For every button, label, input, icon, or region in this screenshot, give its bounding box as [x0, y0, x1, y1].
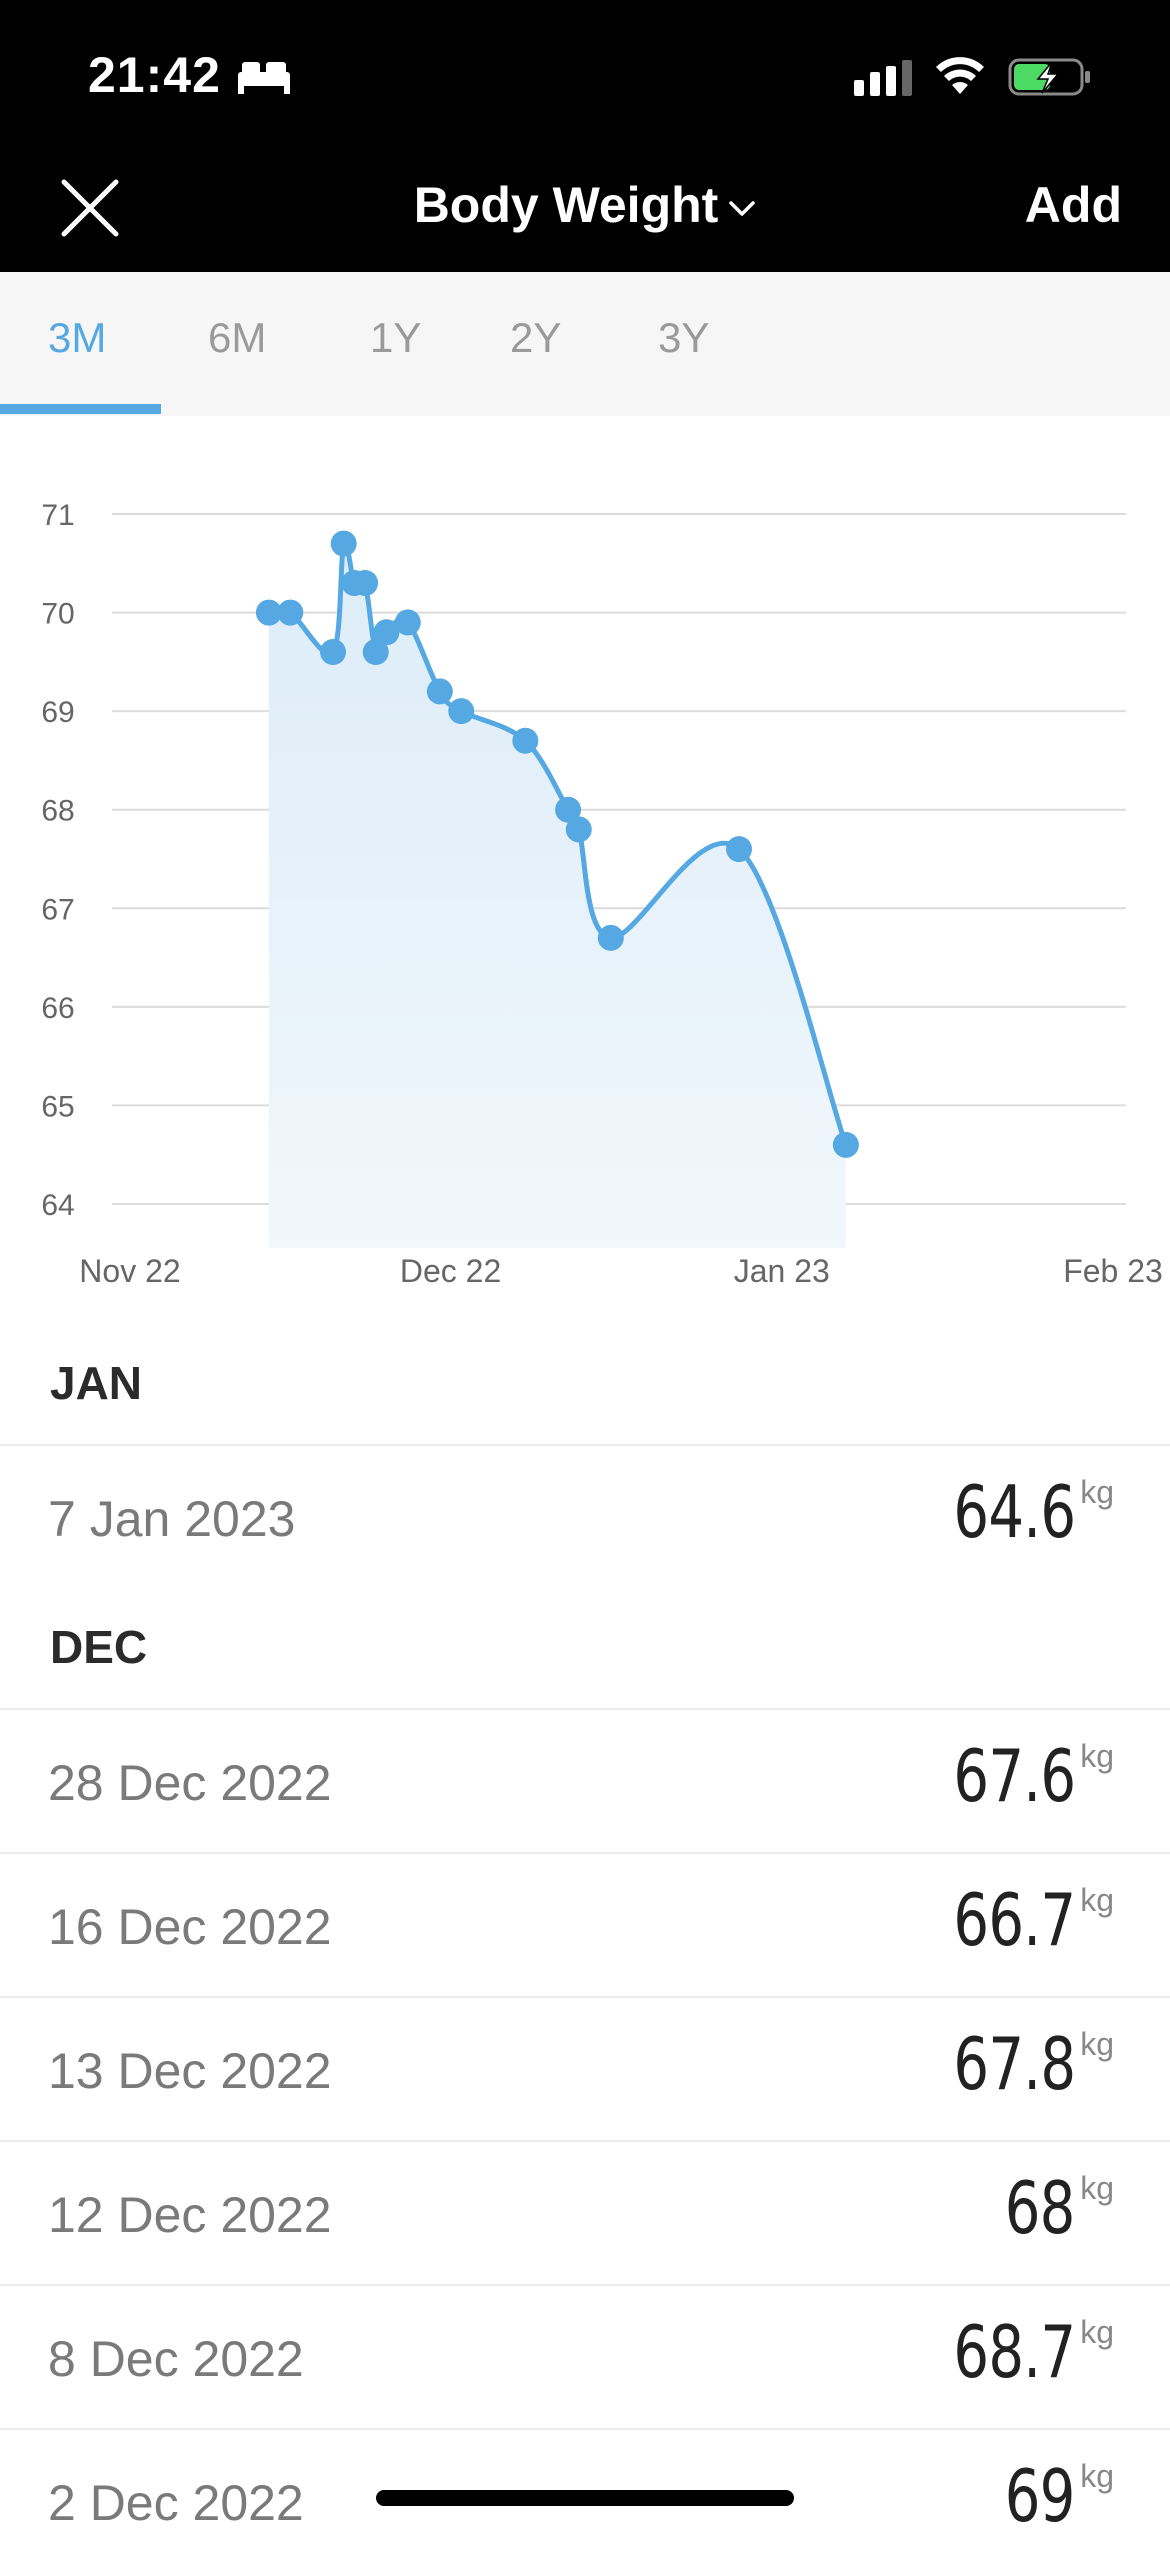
y-tick-label: 68 — [41, 795, 74, 828]
data-point[interactable] — [832, 1131, 859, 1158]
data-point[interactable] — [362, 639, 389, 665]
entry-date: 8 Dec 2022 — [48, 2331, 304, 2387]
active-tab-indicator — [0, 404, 161, 414]
list-item[interactable]: 7 Jan 2023 64.6 kg — [0, 1444, 1170, 1590]
entry-date: 13 Dec 2022 — [48, 2043, 332, 2099]
data-point[interactable] — [277, 599, 304, 626]
page-title: Body Weight — [413, 177, 719, 233]
close-icon[interactable] — [60, 178, 120, 238]
x-tick-label: Feb 23 — [1063, 1253, 1163, 1289]
entry-value: 66.7 — [953, 1878, 1076, 1962]
entry-unit: kg — [1080, 2314, 1114, 2350]
list-item[interactable]: 28 Dec 2022 67.6 kg — [0, 1708, 1170, 1854]
entry-value: 69 — [1005, 2454, 1076, 2538]
y-tick-label: 67 — [41, 893, 74, 926]
data-point[interactable] — [448, 698, 475, 725]
tab-3y[interactable]: 3Y — [658, 314, 710, 361]
entry-date: 7 Jan 2023 — [48, 1491, 296, 1547]
entry-unit: kg — [1080, 2170, 1114, 2206]
home-indicator — [376, 2490, 794, 2506]
entry-unit: kg — [1080, 2026, 1114, 2062]
entry-value: 67.8 — [953, 2022, 1076, 2106]
y-tick-label: 71 — [41, 499, 74, 532]
data-point[interactable] — [512, 727, 539, 754]
status-time: 21:42 — [88, 47, 221, 103]
tab-6m[interactable]: 6M — [208, 314, 267, 361]
month-header-dec: DEC — [50, 1621, 148, 1673]
y-tick-label: 69 — [41, 696, 74, 729]
wifi-icon — [936, 57, 984, 94]
battery-charging-icon — [1008, 58, 1090, 96]
entry-value: 64.6 — [953, 1470, 1076, 1554]
list-item[interactable]: 12 Dec 2022 68 kg — [0, 2140, 1170, 2286]
month-header-jan: JAN — [50, 1357, 143, 1409]
data-point[interactable] — [352, 570, 379, 596]
entry-date: 28 Dec 2022 — [48, 1755, 332, 1811]
chevron-down-icon — [729, 201, 756, 216]
y-tick-label: 64 — [41, 1189, 74, 1222]
tab-1y[interactable]: 1Y — [370, 314, 422, 361]
x-tick-label: Dec 22 — [400, 1253, 501, 1289]
list-item[interactable]: 16 Dec 2022 66.7 kg — [0, 1852, 1170, 1998]
entry-date: 2 Dec 2022 — [48, 2475, 304, 2531]
x-tick-label: Nov 22 — [79, 1253, 180, 1289]
entry-value: 67.6 — [953, 1734, 1076, 1818]
y-tick-label: 66 — [41, 992, 74, 1025]
tab-3m[interactable]: 3M — [48, 314, 107, 361]
list-item[interactable]: 13 Dec 2022 67.8 kg — [0, 1996, 1170, 2142]
entry-unit: kg — [1080, 1474, 1114, 1510]
data-point[interactable] — [255, 599, 282, 626]
data-point[interactable] — [426, 678, 453, 705]
entry-unit: kg — [1080, 1738, 1114, 1774]
entry-unit: kg — [1080, 2458, 1114, 2494]
entry-value: 68.7 — [953, 2310, 1076, 2394]
entry-date: 12 Dec 2022 — [48, 2187, 332, 2243]
list-item[interactable]: 2 Dec 2022 69 kg — [0, 2428, 1170, 2574]
list-item[interactable]: 8 Dec 2022 68.7 kg — [0, 2284, 1170, 2430]
entry-unit: kg — [1080, 1882, 1114, 1918]
data-point[interactable] — [330, 530, 357, 557]
data-point[interactable] — [597, 924, 624, 951]
x-tick-label: Jan 23 — [734, 1253, 830, 1289]
weight-chart: 64 65 66 67 68 69 70 71 Nov 22 Dec 22 Jan 23 Feb 2… — [41, 499, 1163, 1289]
data-point[interactable] — [373, 619, 400, 646]
data-point[interactable] — [394, 609, 421, 636]
data-point[interactable] — [726, 836, 753, 863]
bed-icon — [238, 62, 290, 94]
y-tick-label: 65 — [41, 1090, 74, 1123]
top-bar: 21:42 Body Weight Add — [0, 0, 1170, 272]
data-point[interactable] — [555, 796, 582, 823]
y-tick-label: 70 — [41, 598, 74, 631]
area-fill — [268, 541, 846, 1248]
metric-selector[interactable]: Body Weight — [0, 176, 1170, 234]
data-point[interactable] — [320, 639, 347, 665]
entry-value: 68 — [1005, 2166, 1076, 2250]
range-tabs: 3M 6M 1Y 2Y 3Y — [0, 272, 1170, 416]
add-button[interactable]: Add — [1024, 177, 1122, 233]
entry-date: 16 Dec 2022 — [48, 1899, 332, 1955]
tab-2y[interactable]: 2Y — [510, 314, 562, 361]
cellular-signal-icon — [854, 60, 912, 96]
data-point[interactable] — [565, 816, 592, 843]
